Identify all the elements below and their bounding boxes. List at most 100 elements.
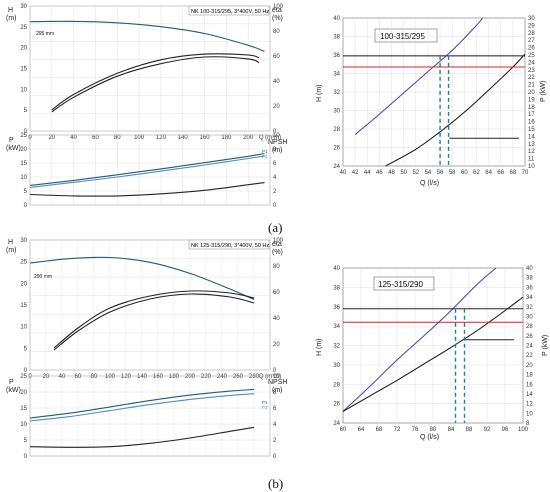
b-right-ylabel-left: H (m)	[316, 339, 323, 357]
x-tick-label: 180	[169, 374, 180, 380]
y-tick-label-left: 24	[333, 164, 340, 170]
a-left-p1-label: P1	[262, 149, 268, 154]
series-line-1	[342, 296, 524, 412]
y-tick-label-left: 5	[24, 108, 28, 114]
y-tick-label-right: 80	[273, 29, 280, 35]
y-tick-label-left: 38	[333, 285, 340, 291]
y-tick-label-right: 30	[526, 314, 533, 320]
series-line-0	[354, 17, 483, 135]
y-tick-label-left: 25	[20, 260, 27, 266]
x-tick-label: 60	[340, 427, 347, 433]
y-tick-label-right: 24	[526, 344, 533, 350]
x-tick-label: 280	[249, 374, 260, 380]
y-tick-label-right: 12	[528, 149, 535, 155]
x-tick-label: 66	[497, 170, 504, 176]
a-left-h-unit: (m)	[6, 15, 17, 22]
y-tick-label-right: 15	[528, 127, 535, 133]
y-tick-label-left: 36	[333, 53, 340, 59]
b-left-eta-label: eta	[272, 241, 282, 248]
x-tick-label: 140	[178, 135, 189, 141]
y-tick-label-left: 10	[20, 422, 27, 428]
y-tick-label-right: 19	[528, 97, 535, 103]
caption-a-text: (a)	[268, 220, 282, 235]
caption-b-text: (b)	[268, 476, 283, 491]
x-tick-label: 40	[59, 374, 66, 380]
x-tick-label: 120	[156, 135, 167, 141]
y-tick-label-left: 0	[24, 368, 28, 374]
y-tick-label-right: 30	[528, 16, 535, 22]
x-tick-label: 220	[201, 374, 212, 380]
y-tick-label-right: 6	[273, 406, 277, 412]
a-left-npsh-label: NPSH	[268, 139, 287, 146]
y-tick-label-right: 0	[273, 203, 277, 209]
x-tick-label: 100	[518, 427, 529, 433]
y-tick-label-right: 20	[273, 104, 280, 110]
y-tick-label-left: 28	[333, 127, 340, 133]
y-tick-label-right: 21	[528, 83, 535, 89]
y-tick-label-right: 10	[273, 133, 280, 139]
b-left-h-unit: (m)	[6, 247, 17, 254]
y-tick-label-left: 20	[20, 390, 27, 396]
y-tick-label-left: 10	[20, 87, 27, 93]
b-right-ylabel-right: P (kW)	[542, 335, 549, 356]
x-tick-label: 72	[394, 427, 401, 433]
a-left-eta-label: eta	[272, 7, 282, 14]
y-tick-label-right: 25	[528, 53, 535, 59]
y-tick-label-right: 40	[273, 79, 280, 85]
y-tick-label-right: 0	[273, 368, 277, 374]
y-tick-label-right: 17	[528, 112, 535, 118]
x-tick-label: 68	[510, 170, 517, 176]
x-tick-label: 100	[105, 374, 116, 380]
x-tick-label: 62	[473, 170, 480, 176]
x-tick-label: 50	[400, 170, 407, 176]
x-tick-label: 120	[121, 374, 132, 380]
x-tick-label: 20	[43, 374, 50, 380]
y-tick-label-left: 32	[333, 344, 340, 350]
series-line-0	[29, 20, 265, 52]
a-right-ylabel-right: P (kW)	[540, 81, 547, 102]
x-tick-label: 80	[430, 427, 437, 433]
y-tick-label-right: 36	[526, 285, 533, 291]
x-tick-label: 48	[388, 170, 395, 176]
y-tick-label-left: 25	[20, 133, 27, 139]
y-tick-label-right: 14	[528, 134, 535, 140]
x-tick-label: 44	[364, 170, 371, 176]
y-tick-label-right: 11	[528, 157, 535, 163]
y-tick-label-right: 32	[526, 305, 533, 311]
y-tick-label-left: 30	[20, 4, 27, 10]
y-tick-label-right: 13	[528, 142, 535, 148]
y-tick-label-right: 8	[273, 147, 277, 153]
x-tick-label: 100	[134, 135, 145, 141]
b-left-p-label: P	[9, 379, 14, 386]
y-tick-label-left: 28	[333, 382, 340, 388]
series-line-0	[29, 388, 255, 419]
a-left-header: NK 100-315/295, 3*400V, 50 Hz	[191, 9, 269, 15]
x-tick-label: 42	[352, 170, 359, 176]
y-tick-label-left: 25	[20, 374, 27, 380]
y-tick-label-left: 38	[333, 35, 340, 41]
y-tick-label-right: 20	[526, 363, 533, 369]
y-tick-label-right: 28	[528, 31, 535, 37]
y-tick-label-left: 34	[333, 72, 340, 78]
a-right-ylabel-left: H (m)	[316, 85, 323, 103]
a-left-p2-label: P2	[262, 154, 268, 159]
y-tick-label-right: 12	[526, 402, 533, 408]
y-tick-label-right: 8	[526, 421, 530, 427]
y-tick-label-left: 26	[333, 146, 340, 152]
x-tick-label: 260	[233, 374, 244, 380]
series-line-0	[29, 256, 255, 300]
a-right-xlabel: Q (l/s)	[420, 180, 439, 187]
b-left-p1-label: P1	[262, 400, 268, 405]
x-tick-label: 92	[484, 427, 491, 433]
y-tick-label-left: 25	[20, 25, 27, 31]
y-tick-label-left: 40	[333, 16, 340, 22]
x-tick-label: 80	[114, 135, 121, 141]
series-line-1	[29, 155, 265, 188]
b-left-npsh-label: NPSH	[268, 379, 287, 386]
b-left-top-plot: 0 20 40 60 80 100 120 140 160 180 200 220 240 260 280 Q…	[20, 238, 283, 380]
x-tick-label: 52	[412, 170, 419, 176]
y-tick-label-right: 100	[273, 238, 284, 244]
